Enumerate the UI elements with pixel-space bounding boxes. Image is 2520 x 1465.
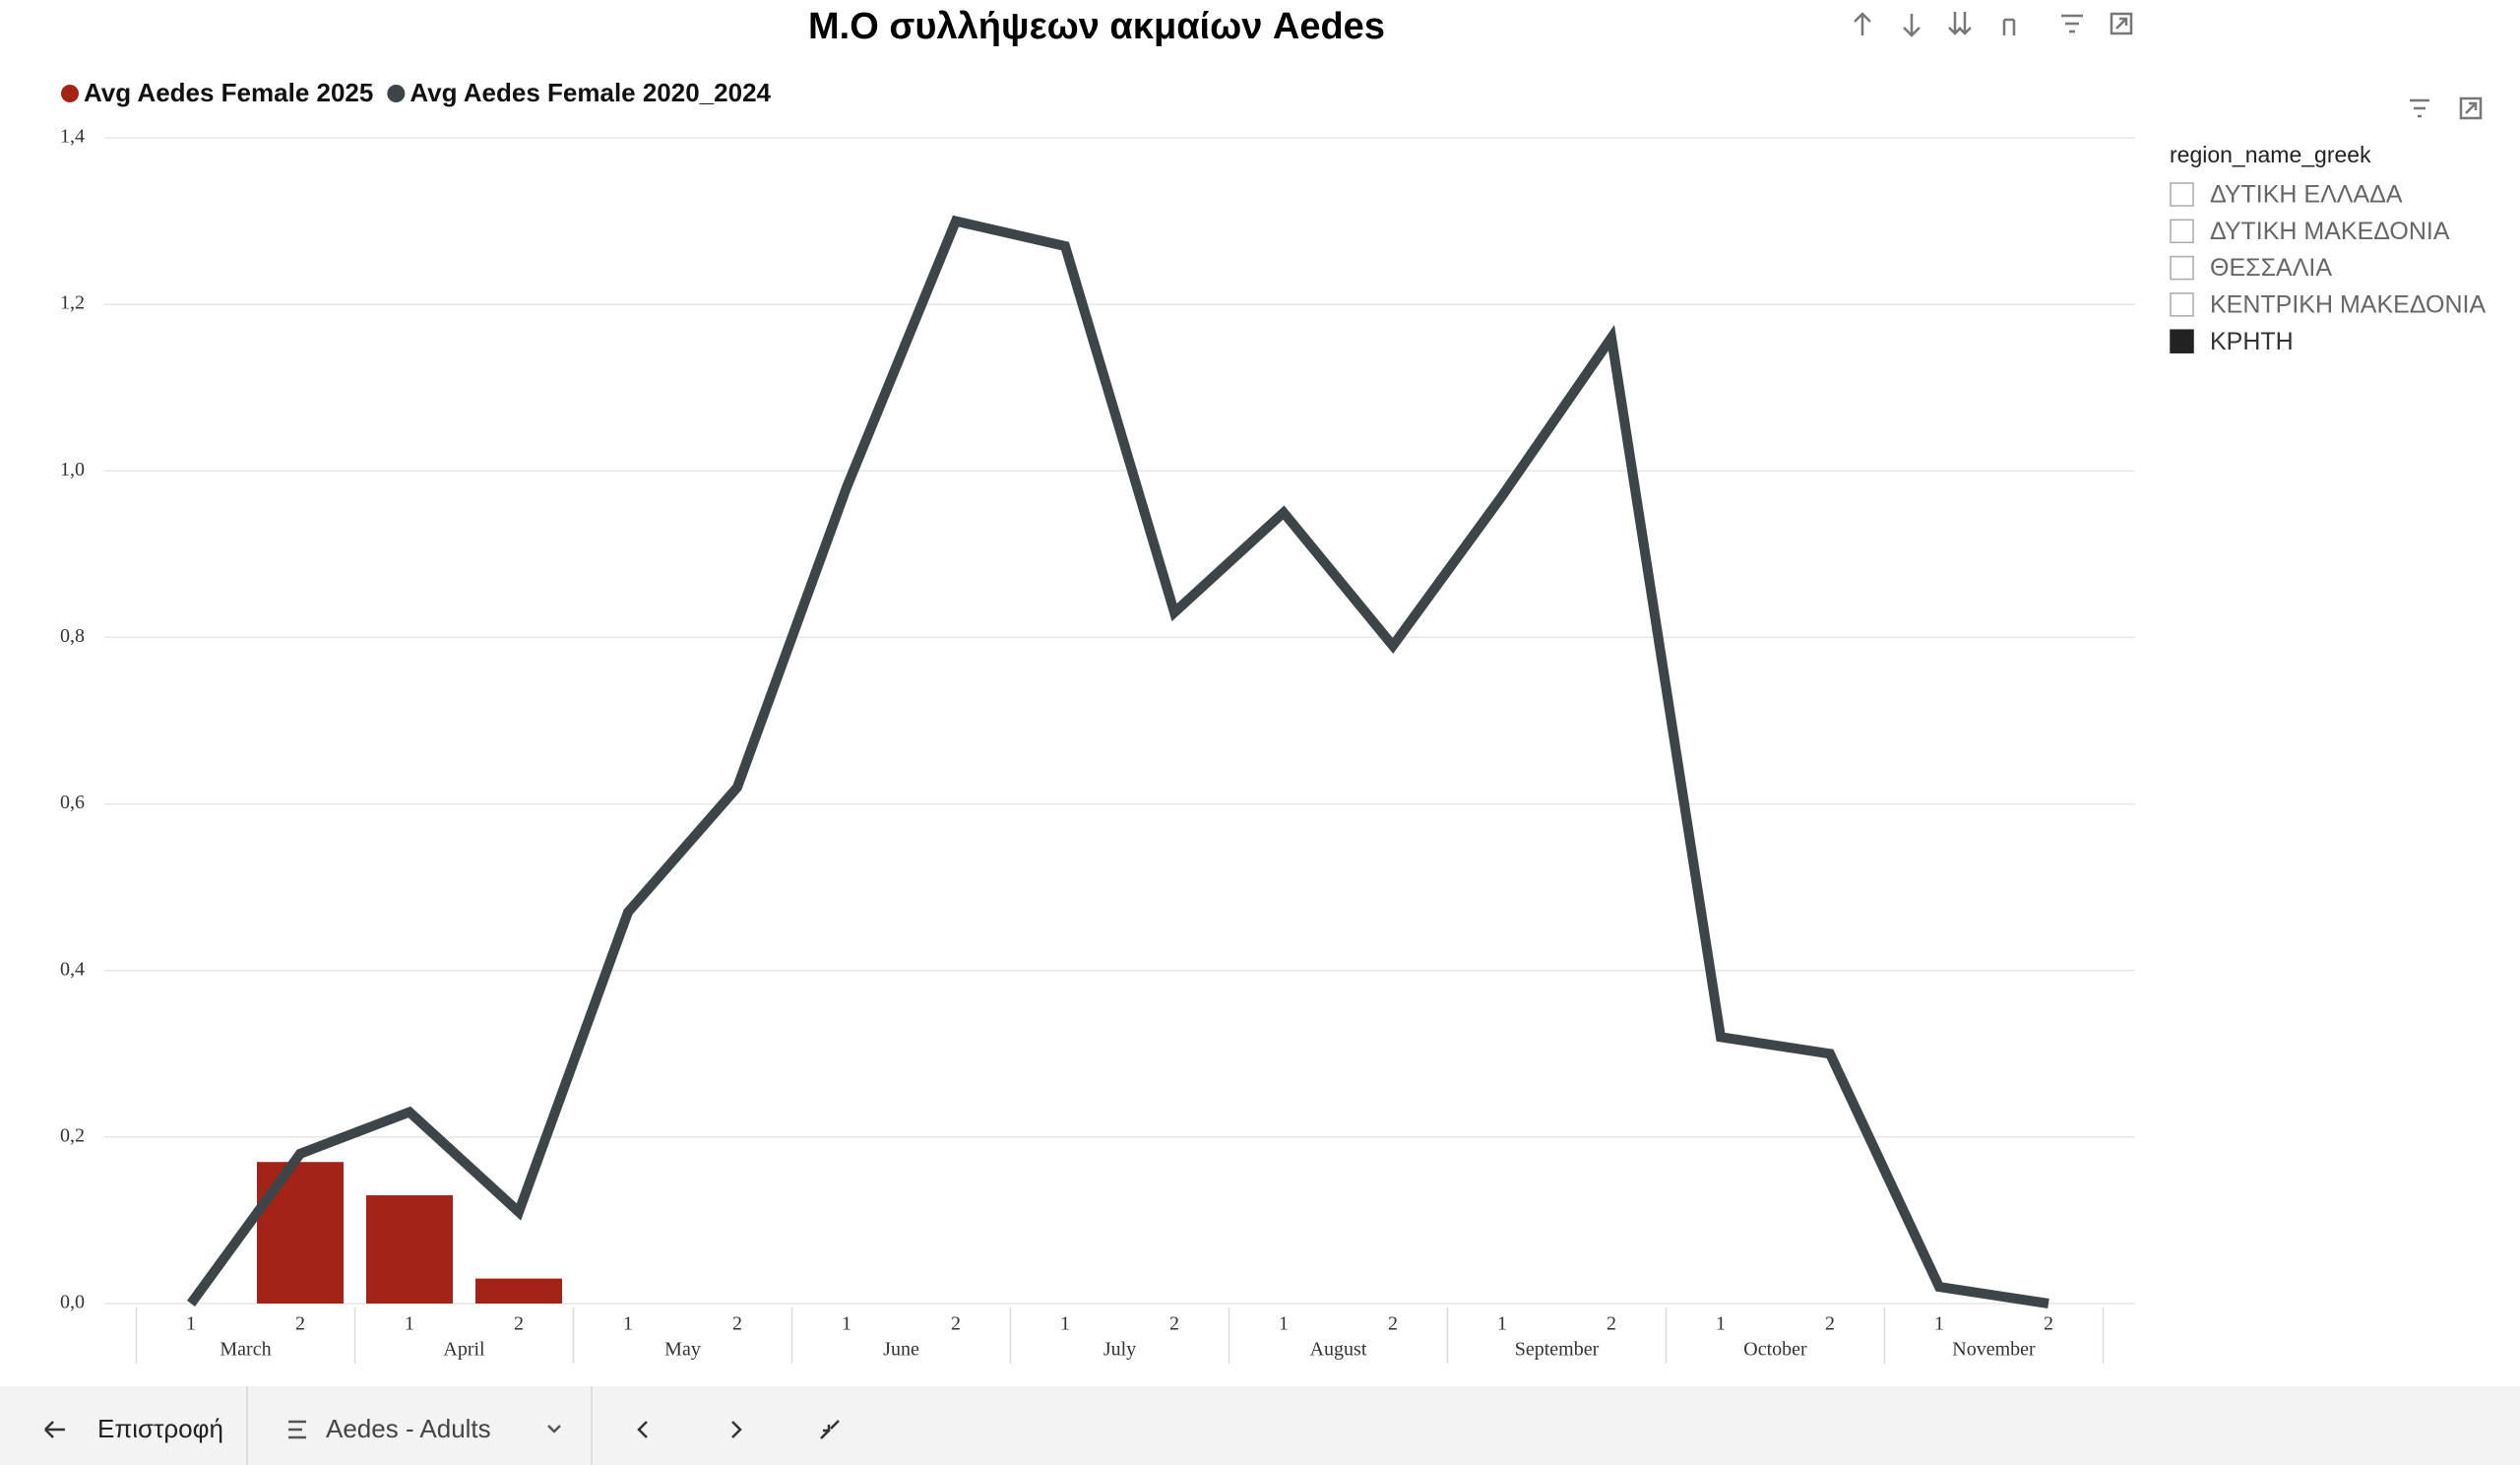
checkbox[interactable]	[2170, 292, 2194, 317]
x-tick-label: 1	[623, 1313, 633, 1335]
slicer-title: region_name_greek	[2170, 142, 2371, 167]
filter-icon[interactable]	[2061, 14, 2083, 33]
y-tick-label: 0,8	[60, 625, 85, 647]
x-group-label: November	[1952, 1339, 2036, 1361]
y-tick-label: 0,2	[60, 1124, 85, 1146]
previous-page[interactable]	[637, 1421, 648, 1438]
checkbox[interactable]	[2170, 182, 2194, 207]
x-group-label: September	[1515, 1339, 1600, 1361]
legend-label: Avg Aedes Female 2025	[84, 78, 373, 107]
y-tick-label: 0,4	[60, 958, 85, 980]
x-group-label: May	[664, 1339, 701, 1361]
exit-focus[interactable]	[820, 1420, 840, 1439]
line	[186, 215, 2049, 1308]
y-tick-label: 0,6	[60, 792, 85, 813]
next-page[interactable]	[731, 1421, 742, 1438]
bottom-bar	[0, 1386, 2520, 1465]
page-selector[interactable]: Aedes - Adults	[288, 1414, 561, 1443]
bar	[257, 1162, 344, 1304]
x-group-label: March	[220, 1339, 271, 1361]
visual-header-icons[interactable]	[1854, 12, 2483, 120]
x-tick-label: 2	[295, 1313, 305, 1335]
x-group-label: April	[443, 1339, 485, 1361]
slicer-focus-icon[interactable]	[2459, 96, 2483, 120]
x-group-label: July	[1103, 1339, 1136, 1361]
x-tick-label: 2	[1825, 1313, 1835, 1335]
checkbox[interactable]	[2170, 329, 2194, 353]
y-tick-label: 1,2	[60, 292, 85, 314]
slicer-item[interactable]: ΔΥΤΙΚΗ ΕΛΛΑΔΑ	[2210, 181, 2403, 209]
dropdown-chevron[interactable]	[547, 1425, 561, 1433]
slicer-item[interactable]: ΘΕΣΣΑΛΙΑ	[2210, 254, 2332, 282]
x-tick-label: 2	[732, 1313, 742, 1335]
back-arrow	[44, 1421, 65, 1438]
menu-icon	[288, 1420, 306, 1439]
x-group-label: August	[1310, 1339, 1367, 1361]
legend-marker	[387, 85, 406, 102]
plot: 0,0 0,2 0,4 0,6 0,8 1,0 1,2 1,4 1 2 1 2 1 2 1 2 1 2 1 2 1 2 1 2…	[60, 126, 2135, 1364]
x-tick-label: 2	[1169, 1313, 1179, 1335]
slicer-filter-icon[interactable]	[2410, 98, 2429, 118]
slicer-item[interactable]: ΔΥΤΙΚΗ ΜΑΚΕΔΟΝΙΑ	[2210, 218, 2450, 245]
checkbox[interactable]	[2170, 255, 2194, 281]
x-tick-label: 1	[1279, 1313, 1289, 1335]
legend: Avg Aedes Female 2025 Avg Aedes Female 20…	[61, 78, 772, 107]
x-group-label: June	[883, 1339, 919, 1361]
slicer: region_name_greek ΔΥΤΙΚΗ ΕΛΛΑΔΑ ΔΥΤΙΚΗ ΜΑ…	[2170, 142, 2486, 355]
back-label[interactable]: Επιστροφή	[97, 1414, 223, 1443]
legend-label: Avg Aedes Female 2020_2024	[410, 78, 771, 107]
x-group-label: October	[1743, 1339, 1807, 1361]
checkbox[interactable]	[2170, 219, 2194, 244]
x-tick-label: 2	[2044, 1313, 2053, 1335]
bar	[366, 1195, 453, 1304]
slicer-item[interactable]: ΚΡΗΤΗ	[2210, 328, 2294, 355]
x-tick-label: 1	[186, 1313, 196, 1335]
x-tick-label: 2	[1606, 1313, 1616, 1335]
x-tick-label: 1	[1497, 1313, 1507, 1335]
focus-icon[interactable]	[2110, 12, 2133, 35]
chart-title: Μ.Ο συλλήψεων ακμαίων Aedes	[808, 6, 1385, 47]
expand-all-icon[interactable]	[1948, 12, 1972, 35]
drill-down-icon[interactable]	[1903, 14, 1921, 37]
bar	[475, 1278, 562, 1304]
x-tick-label: 2	[514, 1313, 524, 1335]
x-tick-label: 1	[1934, 1313, 1944, 1335]
x-tick-label: 1	[1060, 1313, 1070, 1335]
x-tick-label: 1	[1716, 1313, 1726, 1335]
page-label[interactable]: Aedes - Adults	[326, 1414, 491, 1443]
x-tick-label: 1	[405, 1313, 414, 1335]
back-button[interactable]: Επιστροφή	[44, 1414, 223, 1443]
expand-next-icon[interactable]	[2002, 18, 2016, 35]
y-tick-label: 1,4	[60, 126, 85, 148]
y-tick-label: 0,0	[60, 1292, 85, 1313]
x-tick-label: 1	[842, 1313, 851, 1335]
x-tick-label: 2	[951, 1313, 961, 1335]
legend-marker	[61, 85, 79, 102]
drill-up-icon[interactable]	[1854, 12, 1871, 35]
slicer-item[interactable]: ΚΕΝΤΡΙΚΗ ΜΑΚΕΔΟΝΙΑ	[2210, 291, 2486, 319]
x-tick-label: 2	[1388, 1313, 1398, 1335]
y-tick-label: 1,0	[60, 459, 85, 480]
